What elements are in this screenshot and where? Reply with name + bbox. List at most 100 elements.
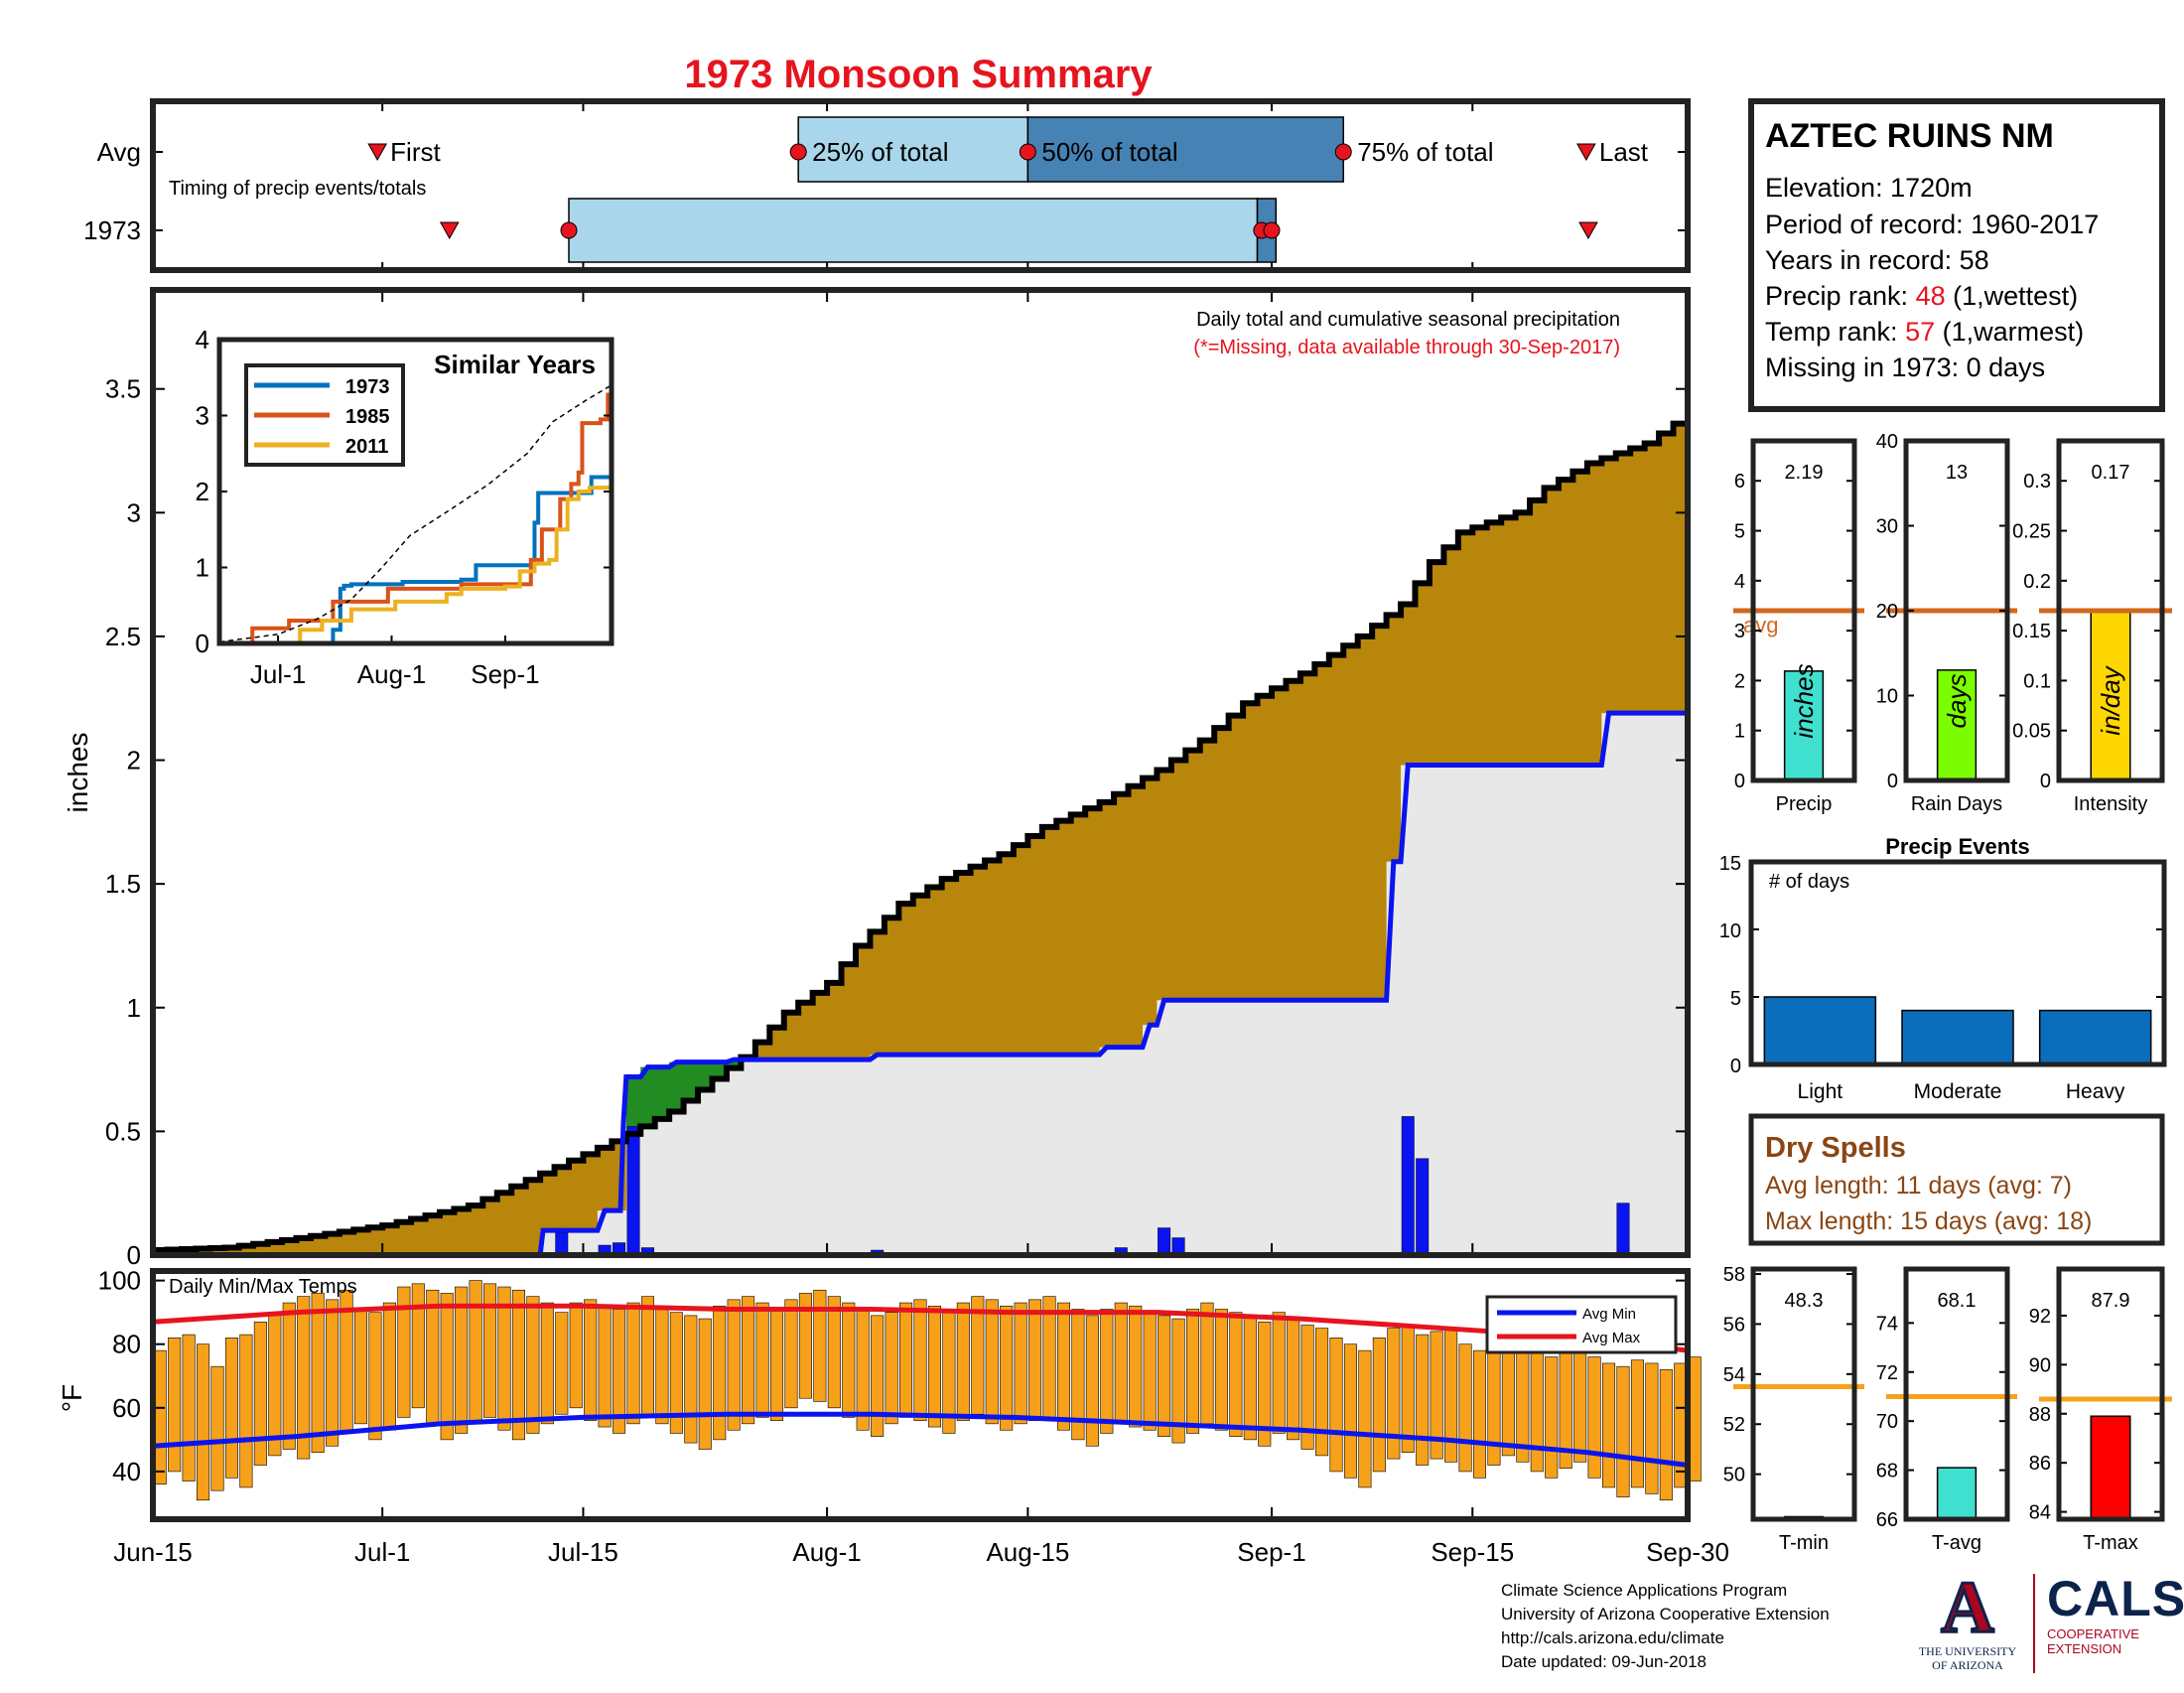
gray-fill-day-102	[1615, 713, 1631, 1255]
temp-ylabel: °F	[57, 1384, 87, 1412]
temp-bar-day-64	[1071, 1309, 1085, 1441]
date-axis-label-5: Sep-1	[1237, 1537, 1305, 1567]
temp-bar-day-45	[798, 1293, 812, 1399]
temp-bar-day-59	[1000, 1305, 1014, 1431]
temp-bar-day-95	[1516, 1338, 1530, 1463]
cals-sub-1: COOPERATIVE	[2047, 1626, 2139, 1641]
temp-legend-min-label: Avg Min	[1582, 1306, 1636, 1323]
avg-75-marker	[1334, 143, 1352, 161]
temp-bar-day-73	[1200, 1302, 1214, 1425]
precip-panel-value-label: 2.19	[1785, 462, 1824, 484]
temp-bar-day-5	[224, 1338, 238, 1479]
brown-fill-day-105	[1659, 433, 1675, 714]
temp-legend-max-label: Avg Max	[1582, 1330, 1641, 1346]
gray-fill-day-84	[1357, 1000, 1373, 1255]
brown-fill-day-8	[267, 1241, 283, 1255]
brown-fill-day-82	[1328, 654, 1344, 1001]
temp-bar-day-75	[1229, 1312, 1243, 1437]
main-chart-subtitle: (*=Missing, data available through 30-Se…	[1193, 337, 1620, 358]
gray-fill-day-82	[1328, 1000, 1344, 1255]
brown-fill-day-97	[1544, 488, 1560, 766]
temp-bar-day-42	[755, 1302, 769, 1418]
gray-fill-day-30	[583, 1230, 599, 1255]
tmin-panel-ytick-label-1: 52	[1723, 1414, 1745, 1436]
brown-fill-day-88	[1415, 583, 1431, 766]
brown-fill-day-59	[999, 854, 1015, 1056]
gray-fill-day-44	[783, 1059, 799, 1255]
temp-bar-day-23	[483, 1283, 497, 1418]
temp-bar-day-8	[268, 1312, 282, 1457]
ua-logo-text-2: OF ARIZONA	[1932, 1658, 2003, 1672]
temp-bar-day-66	[1100, 1309, 1114, 1434]
temp-bar-day-33	[626, 1302, 640, 1425]
temp-rank-part-1: 57	[1905, 317, 1935, 347]
gray-fill-day-83	[1343, 1000, 1359, 1255]
main-panel-frame	[150, 287, 1691, 1258]
gray-fill-day-90	[1443, 765, 1459, 1255]
temp-bar-day-34	[640, 1296, 655, 1415]
temp-bar-day-16	[382, 1302, 396, 1431]
tmax-panel-ytick-label-3: 90	[2029, 1354, 2051, 1376]
temp-rank-part-2: (1,warmest)	[1935, 317, 2084, 347]
daily-precip-bar-1	[555, 1232, 569, 1256]
brown-fill-day-81	[1314, 663, 1330, 1001]
brown-fill-day-64	[1070, 814, 1086, 1056]
tmax-panel-value-bar	[2090, 1415, 2131, 1520]
temp-bar-day-104	[1645, 1362, 1659, 1494]
brown-fill-day-68	[1128, 785, 1144, 1048]
brown-fill-day-73	[1199, 740, 1215, 1001]
precip-panel-ytick-label-5: 5	[1734, 521, 1745, 543]
brown-fill-day-23	[482, 1199, 498, 1255]
tmin-panel-frame	[1750, 1266, 1857, 1522]
daily-precip-bar-11	[1401, 1116, 1415, 1256]
brown-fill-day-26	[525, 1180, 541, 1255]
green-fill-day-39	[712, 1061, 728, 1079]
brown-fill-day-3	[196, 1248, 211, 1255]
main-ytick-label-7: 3.5	[105, 374, 141, 404]
dry-spells-max: Max length: 15 days (avg: 18)	[1765, 1207, 2092, 1235]
brown-fill-day-76	[1243, 703, 1259, 1001]
intensity-panel-ytick-label-3: 0.15	[2012, 621, 2051, 642]
intensity-panel-xlabel: Intensity	[2074, 793, 2147, 815]
figure-title: 1973 Monsoon Summary	[684, 53, 1153, 96]
rain-days-panel-unit-label: days	[1942, 674, 1972, 729]
brown-fill-day-63	[1056, 820, 1072, 1056]
year-25-marker	[560, 221, 578, 239]
daily-precip-bar-13	[1616, 1202, 1630, 1256]
brown-fill-day-83	[1343, 645, 1359, 1001]
temp-bar-day-53	[913, 1299, 927, 1421]
gray-fill-day-72	[1185, 1000, 1201, 1255]
gray-fill-day-68	[1128, 1047, 1144, 1255]
rain-days-panel-value-bar	[1936, 669, 1978, 781]
timing-subtitle: Timing of precip events/totals	[169, 178, 426, 200]
date-axis-label-2: Jul-15	[548, 1537, 618, 1567]
brown-fill-day-17	[396, 1221, 412, 1255]
gray-fill-day-36	[669, 1111, 685, 1255]
gray-fill-day-69	[1142, 1025, 1159, 1255]
main-ylabel: inches	[63, 733, 93, 813]
avg-last-marker	[1576, 143, 1596, 162]
gray-fill-day-104	[1644, 713, 1660, 1255]
footer-url[interactable]: http://cals.arizona.edu/climate	[1501, 1628, 1724, 1647]
inset-series-line-1985	[219, 392, 611, 645]
rain-days-panel-ytick-label-0: 0	[1887, 771, 1898, 792]
brown-fill-day-89	[1429, 562, 1444, 766]
brown-fill-day-47	[827, 982, 843, 1060]
gray-fill-day-57	[970, 1055, 986, 1255]
inset-legend-label-1973: 1973	[345, 376, 390, 398]
brown-fill-day-70	[1157, 770, 1172, 1001]
station-precip-rank: Precip rank: 48 (1,wettest)	[1765, 281, 2078, 311]
temp-bar-day-9	[282, 1302, 296, 1450]
university-of-arizona-logo: A THE UNIVERSITY OF ARIZONA	[1918, 1570, 2017, 1673]
temp-bar-day-11	[311, 1293, 325, 1453]
temp-bar-day-70	[1158, 1315, 1171, 1437]
temp-bar-day-10	[297, 1296, 311, 1460]
gray-fill-day-37	[683, 1100, 699, 1255]
gray-fill-day-97	[1544, 765, 1560, 1255]
brown-fill-day-90	[1443, 547, 1459, 766]
timing-row-avg: Avg	[97, 137, 141, 167]
brown-fill-day-13	[339, 1231, 354, 1255]
brown-fill-day-50	[870, 931, 886, 1056]
brown-fill-day-15	[367, 1227, 383, 1255]
